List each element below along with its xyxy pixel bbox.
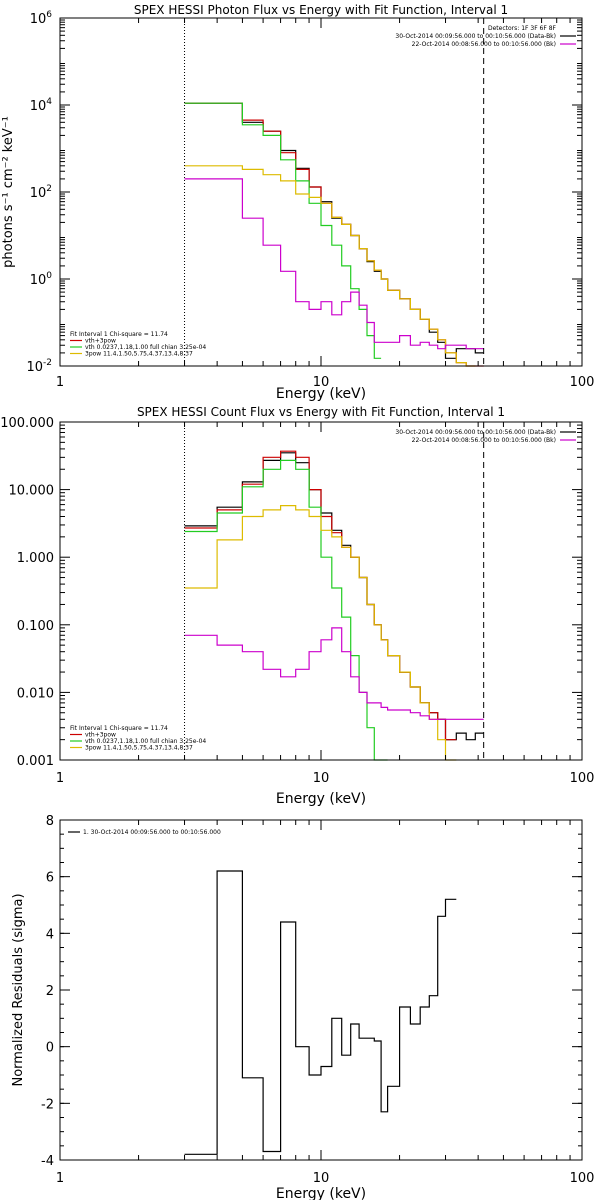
legend-left-entry: vth+3pow: [85, 338, 116, 345]
series-line-data-bk: [184, 102, 484, 359]
photon-flux-panel: SPEX HESSI Photon Flux vs Energy with Fi…: [1, 3, 594, 402]
y-axis-label: photons s⁻¹ cm⁻² keV⁻¹: [1, 116, 16, 268]
series-line-vth-3pow: [184, 450, 457, 741]
y-tick-label: -2: [41, 1097, 54, 1112]
x-axis-label: Energy (keV): [276, 386, 366, 402]
y-tick-exponent: 4: [46, 97, 52, 107]
legend-right-entry: 22-Oct-2014 00:08:56.000 to 00:10:56.000…: [412, 41, 556, 48]
y-tick-label: 0: [46, 1041, 54, 1056]
x-tick-label: 10: [313, 771, 330, 786]
series-line-vth: [184, 102, 382, 359]
legend-right-entry: 22-Oct-2014 00:08:56.000 to 00:10:56.000…: [412, 437, 556, 444]
y-tick-label: 102: [30, 184, 52, 201]
legend-left-entry: Fit Interval 1 Chi-square = 11.74: [70, 331, 168, 338]
y-tick-base: 10: [30, 12, 47, 27]
series-line-residuals: [184, 870, 457, 1155]
y-tick-label: 0.010: [17, 686, 54, 701]
y-tick-label: 0.100: [17, 619, 54, 634]
plot-frame: [59, 819, 583, 1161]
y-tick-label: 6: [46, 871, 54, 886]
y-tick-label: -4: [41, 1154, 54, 1169]
x-tick-label: 1: [56, 1171, 64, 1186]
y-tick-label: 100.000: [0, 416, 54, 431]
series-line-vth-3pow: [184, 102, 484, 367]
y-tick-exponent: 0: [46, 271, 52, 281]
x-tick-label: 100: [570, 1171, 595, 1186]
x-tick-label: 1: [56, 771, 64, 786]
x-tick-label: 10: [313, 1171, 330, 1186]
y-tick-label: 8: [46, 814, 54, 829]
chart-title: SPEX HESSI Photon Flux vs Energy with Fi…: [134, 3, 508, 17]
count-flux-panel: SPEX HESSI Count Flux vs Energy with Fit…: [0, 405, 594, 807]
series-line-vth: [184, 459, 388, 761]
series-line-bk: [184, 178, 484, 350]
residuals-panel: 1 10 100 -4 -2 0 2 4 6 8 Energy (keV) Normalized Re…: [11, 814, 594, 1200]
x-axis-label: Energy (keV): [276, 1186, 366, 1200]
x-tick-label: 100: [570, 375, 595, 390]
legend-left-entry: vth 0.0237,1.18,1.00 full chian 3.25e-04: [85, 344, 206, 351]
x-tick-label: 1: [56, 375, 64, 390]
legend-left-entry: vth+3pow: [85, 732, 116, 739]
legend-right-entry: Detectors: 1F 3F 6F 8F: [488, 25, 557, 32]
y-tick-label: 4: [46, 927, 54, 942]
y-tick-label: 0.001: [17, 754, 54, 769]
series-line-bk: [184, 627, 484, 720]
y-axis-label: Normalized Residuals (sigma): [11, 893, 26, 1086]
y-tick-label: 2: [46, 984, 54, 999]
chart-title: SPEX HESSI Count Flux vs Energy with Fit…: [137, 405, 505, 419]
legend-right-entry: 30-Oct-2014 00:09:56.000 to 00:10:56.000…: [395, 429, 556, 436]
y-tick-label: 10.000: [9, 484, 55, 499]
y-tick-base: 10: [26, 360, 43, 375]
y-tick-base: 10: [30, 99, 47, 114]
series-line-data-bk: [184, 452, 484, 741]
y-tick-label: 100: [30, 271, 53, 288]
legend-left-entry: 3pow 11.4,1.50,5.75,4.37,13.4,8.37: [85, 745, 193, 752]
y-tick-label: 10-2: [26, 358, 52, 375]
y-tick-label: 104: [30, 97, 53, 114]
series-line-3pow: [184, 165, 476, 367]
y-tick-base: 10: [30, 273, 47, 288]
x-axis-label: Energy (keV): [276, 791, 366, 807]
y-tick-label: 106: [30, 10, 53, 27]
legend-right-entry: 30-Oct-2014 00:09:56.000 to 00:10:56.000…: [395, 33, 556, 40]
y-tick-exponent: 2: [46, 184, 52, 194]
legend-left-entry: 1. 30-Oct-2014 00:09:56.000 to 00:10:56.…: [83, 829, 221, 836]
legend-left-entry: 3pow 11.4,1.50,5.75,4.37,13.4,8.37: [85, 351, 193, 358]
y-tick-exponent: 6: [46, 10, 52, 20]
series-line-3pow: [184, 505, 457, 761]
y-tick-base: 10: [30, 186, 47, 201]
y-tick-exponent: -2: [43, 358, 52, 368]
y-tick-label: 1.000: [17, 551, 54, 566]
x-tick-label: 100: [570, 771, 595, 786]
legend-left-entry: Fit Interval 1 Chi-square = 11.74: [70, 725, 168, 732]
plot-frame: [59, 421, 583, 761]
x-tick-label: 10: [313, 375, 330, 390]
legend-left-entry: vth 0.0237,1.18,1.00 full chian 3.25e-04: [85, 738, 206, 745]
